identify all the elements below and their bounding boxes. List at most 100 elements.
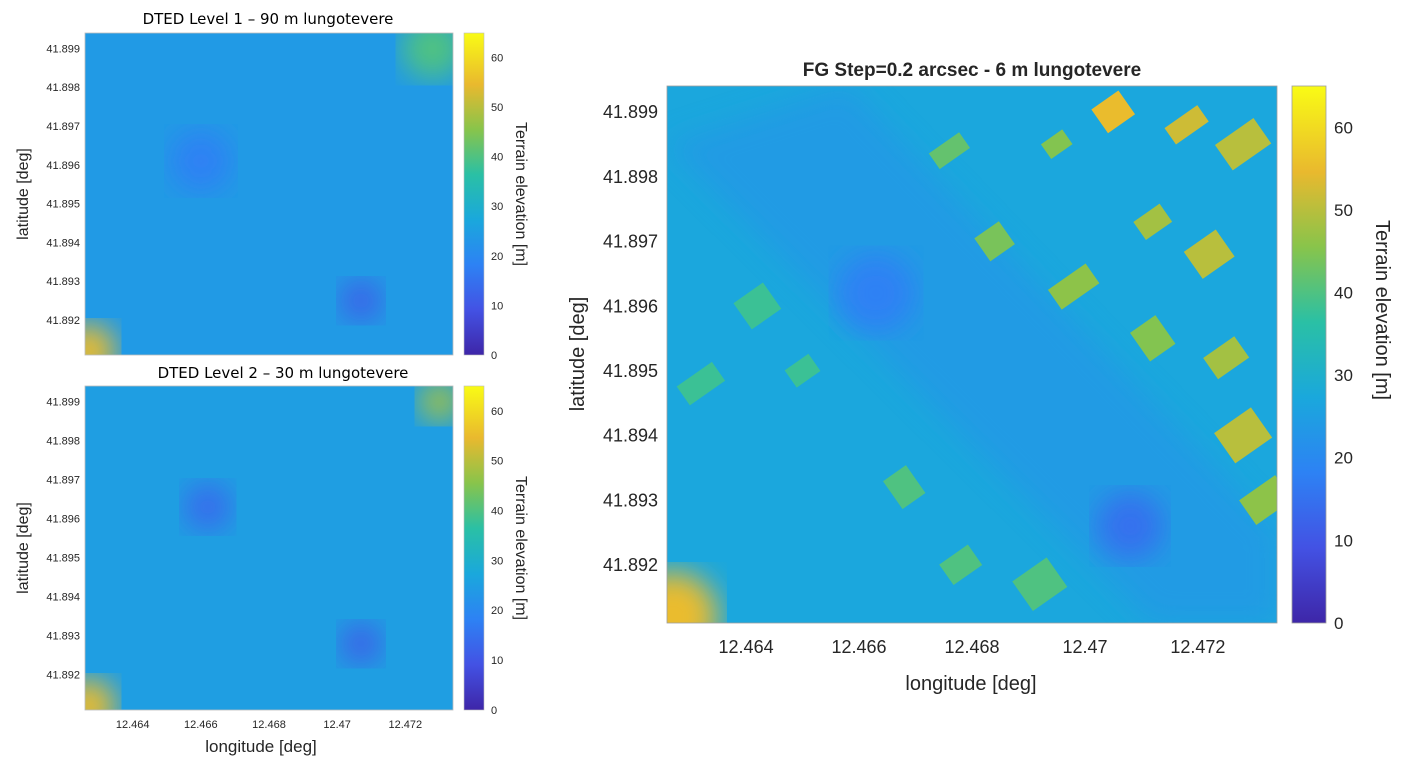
- y-tick-label: 41.895: [46, 199, 80, 211]
- colorbar-tick-label: 0: [1334, 614, 1343, 633]
- building-block: [1047, 263, 1100, 310]
- x-tick-label: 12.472: [388, 719, 422, 731]
- colorbar-tick-label: 60: [1334, 118, 1353, 137]
- y-tick-label: 41.899: [603, 102, 658, 122]
- elevation-feature: [401, 33, 453, 80]
- chart-title: DTED Level 2 – 30 m lungotevere: [158, 364, 409, 382]
- y-tick-label: 41.899: [46, 396, 80, 408]
- building-block: [1133, 203, 1173, 241]
- x-axis-label: longitude [deg]: [905, 673, 1036, 695]
- colorbar: [463, 385, 485, 711]
- colorbar: [463, 32, 485, 356]
- colorbar-label: Terrain elevation [m]: [512, 476, 529, 620]
- colorbar-tick-label: 30: [491, 201, 503, 213]
- y-tick-label: 41.898: [603, 167, 658, 187]
- y-tick-label: 41.894: [46, 237, 80, 249]
- colorbar-tick-label: 30: [491, 555, 503, 567]
- x-tick-label: 12.468: [252, 719, 286, 731]
- colorbar-tick-label: 0: [491, 705, 497, 717]
- elevation-feature: [1096, 492, 1165, 560]
- elevation-feature: [183, 483, 232, 531]
- x-tick-label: 12.466: [184, 719, 218, 731]
- colorbar-label: Terrain elevation [m]: [512, 122, 529, 266]
- building-block: [1239, 475, 1277, 525]
- building-block: [974, 221, 1015, 262]
- colorbar-tick-label: 10: [491, 655, 503, 667]
- y-tick-label: 41.895: [46, 553, 80, 565]
- x-tick-label: 12.47: [323, 719, 351, 731]
- colorbar-tick-label: 10: [1334, 531, 1353, 550]
- building-block: [1091, 90, 1136, 134]
- x-tick-labels: 12.464 12.466 12.468 12.47 12.472: [116, 719, 422, 731]
- elevation-feature: [836, 253, 916, 333]
- y-tick-labels: 41.892 41.893 41.894 41.895 41.896 41.897 41.8…: [603, 102, 658, 575]
- elevation-feature: [85, 678, 116, 710]
- colorbar-tick-labels: 0 10 20 30 40 50 60: [491, 406, 503, 717]
- buildings-layer: [676, 90, 1277, 611]
- y-tick-label: 41.897: [46, 121, 80, 133]
- building-block: [1040, 129, 1073, 160]
- building-block: [733, 282, 782, 330]
- y-tick-label: 41.897: [46, 475, 80, 487]
- building-block: [1203, 336, 1250, 380]
- x-tick-label: 12.466: [832, 637, 887, 657]
- colorbar-tick-label: 40: [491, 505, 503, 517]
- y-tick-label: 41.894: [603, 426, 658, 446]
- colorbar-tick-label: 50: [491, 102, 503, 114]
- heatmap: [85, 386, 453, 710]
- heatmap-base: [85, 386, 453, 710]
- colorbar-tick-label: 20: [491, 605, 503, 617]
- building-block: [1214, 407, 1273, 464]
- colorbar-tick-label: 60: [491, 406, 503, 418]
- colorbar-tick-label: 30: [1334, 366, 1353, 385]
- building-block: [883, 465, 926, 510]
- building-block: [1164, 105, 1209, 145]
- x-tick-label: 12.464: [116, 719, 150, 731]
- y-tick-label: 41.892: [46, 315, 80, 327]
- x-axis-label: longitude [deg]: [205, 737, 317, 756]
- building-block: [784, 353, 821, 388]
- chart-fg-step: FG Step=0.2 arcsec - 6 m lungotevere 41.…: [567, 60, 1393, 695]
- y-tick-label: 41.896: [46, 514, 80, 526]
- y-tick-labels: 41.892 41.893 41.894 41.895 41.896 41.897 41.8…: [46, 43, 80, 327]
- y-axis-label: latitude [deg]: [567, 297, 589, 412]
- plot-frame: [84, 385, 454, 711]
- colorbar-tick-label: 50: [1334, 201, 1353, 220]
- y-tick-label: 41.897: [603, 232, 658, 252]
- building-block: [928, 132, 971, 170]
- y-tick-labels: 41.892 41.893 41.894 41.895 41.896 41.897 41.8…: [46, 396, 80, 681]
- colorbar-tick-label: 20: [1334, 449, 1353, 468]
- building-block: [676, 361, 726, 406]
- colorbar-label: Terrain elevation [m]: [1371, 220, 1393, 400]
- colorbar: [1291, 85, 1327, 624]
- x-tick-label: 12.472: [1170, 637, 1225, 657]
- building-block: [1130, 315, 1176, 362]
- colorbar-tick-label: 50: [491, 456, 503, 468]
- y-tick-label: 41.896: [46, 160, 80, 172]
- y-tick-label: 41.893: [603, 490, 658, 510]
- chart-dted-level-2: DTED Level 2 – 30 m lungotevere 41.89241…: [15, 364, 529, 756]
- elevation-feature: [667, 571, 718, 623]
- y-tick-label: 41.892: [46, 670, 80, 682]
- x-tick-labels: 12.464 12.466 12.468 12.47 12.472: [719, 637, 1226, 657]
- heatmap-base: [85, 33, 453, 355]
- y-tick-label: 41.892: [603, 555, 658, 575]
- y-tick-label: 41.894: [46, 592, 80, 604]
- y-axis-label: latitude [deg]: [15, 148, 32, 240]
- colorbar-tick-labels: 0 10 20 30 40 50 60: [491, 53, 503, 362]
- colorbar-tick-label: 40: [1334, 283, 1353, 302]
- y-tick-label: 41.896: [603, 296, 658, 316]
- chart-title: FG Step=0.2 arcsec - 6 m lungotevere: [803, 60, 1141, 81]
- building-block: [939, 544, 983, 586]
- x-tick-label: 12.468: [944, 637, 999, 657]
- y-axis-label: latitude [deg]: [15, 502, 32, 594]
- elevation-feature: [85, 323, 116, 355]
- elevation-feature: [340, 280, 382, 322]
- y-tick-label: 41.899: [46, 43, 80, 55]
- y-tick-label: 41.893: [46, 631, 80, 643]
- plot-frame: [84, 32, 454, 356]
- elevation-feature: [418, 386, 453, 423]
- x-tick-label: 12.47: [1062, 637, 1107, 657]
- colorbar-tick-label: 20: [491, 251, 503, 263]
